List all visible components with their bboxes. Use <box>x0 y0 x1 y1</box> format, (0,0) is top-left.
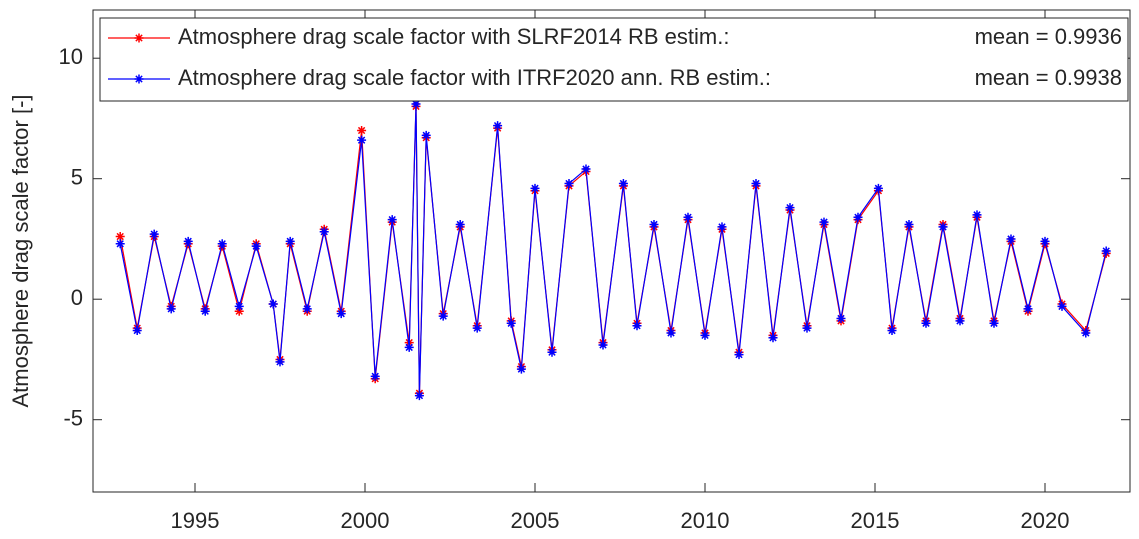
y-tick-label: 10 <box>59 44 83 69</box>
marker <box>1057 301 1067 311</box>
marker <box>234 306 244 316</box>
marker <box>598 340 608 350</box>
marker <box>200 306 210 316</box>
marker <box>421 130 431 140</box>
marker <box>618 179 628 189</box>
marker <box>472 323 482 333</box>
marker <box>530 183 540 193</box>
y-axis-label: Atmosphere drag scale factor [-] <box>8 94 33 407</box>
marker <box>649 219 659 229</box>
legend-label: Atmosphere drag scale factor with SLRF20… <box>178 24 729 49</box>
marker <box>455 219 465 229</box>
marker <box>972 210 982 220</box>
legend-label: Atmosphere drag scale factor with ITRF20… <box>178 65 771 90</box>
marker <box>149 229 159 239</box>
legend-mean: mean = 0.9936 <box>975 24 1122 49</box>
marker <box>873 183 883 193</box>
marker <box>989 318 999 328</box>
x-tick-label: 2015 <box>851 508 900 533</box>
series <box>115 99 1111 401</box>
marker <box>319 227 329 237</box>
marker <box>1081 328 1091 338</box>
marker <box>336 309 346 319</box>
marker <box>516 364 526 374</box>
legend-marker <box>134 33 144 43</box>
marker <box>768 333 778 343</box>
marker <box>285 236 295 246</box>
marker <box>302 304 312 314</box>
marker <box>251 241 261 251</box>
marker <box>836 313 846 323</box>
marker <box>547 347 557 357</box>
marker <box>370 371 380 381</box>
marker <box>887 326 897 336</box>
x-tick-label: 2020 <box>1021 508 1070 533</box>
marker <box>955 316 965 326</box>
marker <box>904 219 914 229</box>
marker <box>268 299 278 309</box>
marker <box>404 342 414 352</box>
marker <box>802 323 812 333</box>
series-line <box>119 103 1107 396</box>
marker <box>938 222 948 232</box>
marker <box>819 217 829 227</box>
marker <box>581 164 591 174</box>
marker <box>357 126 367 135</box>
marker <box>217 239 227 249</box>
marker <box>411 99 421 109</box>
x-tick-label: 2000 <box>341 508 390 533</box>
marker <box>1101 246 1111 256</box>
marker <box>700 330 710 340</box>
marker <box>234 301 244 311</box>
marker <box>751 179 761 189</box>
marker <box>506 318 516 328</box>
y-tick-label: 0 <box>71 285 83 310</box>
marker <box>115 239 125 249</box>
marker <box>921 318 931 328</box>
marker <box>1040 236 1050 246</box>
marker <box>683 212 693 222</box>
marker <box>734 350 744 360</box>
marker <box>183 236 193 246</box>
legend-mean: mean = 0.9938 <box>975 65 1122 90</box>
y-tick-label: -5 <box>63 406 83 431</box>
marker <box>632 321 642 331</box>
marker <box>414 391 424 401</box>
y-tick-label: 5 <box>71 165 83 190</box>
marker <box>357 135 367 145</box>
marker <box>387 215 397 225</box>
x-tick-label: 1995 <box>171 508 220 533</box>
marker <box>493 121 503 131</box>
marker <box>275 357 285 367</box>
legend-marker <box>134 74 144 84</box>
marker <box>1006 234 1016 244</box>
marker <box>115 232 125 242</box>
marker <box>132 326 142 336</box>
marker <box>717 222 727 232</box>
marker <box>438 311 448 321</box>
series <box>115 101 1111 398</box>
series-line <box>119 106 1107 394</box>
marker <box>564 179 574 189</box>
marker <box>166 304 176 314</box>
x-tick-label: 2010 <box>681 508 730 533</box>
legend-box <box>99 17 1129 102</box>
x-tick-label: 2005 <box>511 508 560 533</box>
plot-frame <box>92 9 1131 493</box>
marker <box>1023 304 1033 314</box>
marker <box>785 203 795 213</box>
marker <box>666 328 676 338</box>
marker <box>853 212 863 222</box>
